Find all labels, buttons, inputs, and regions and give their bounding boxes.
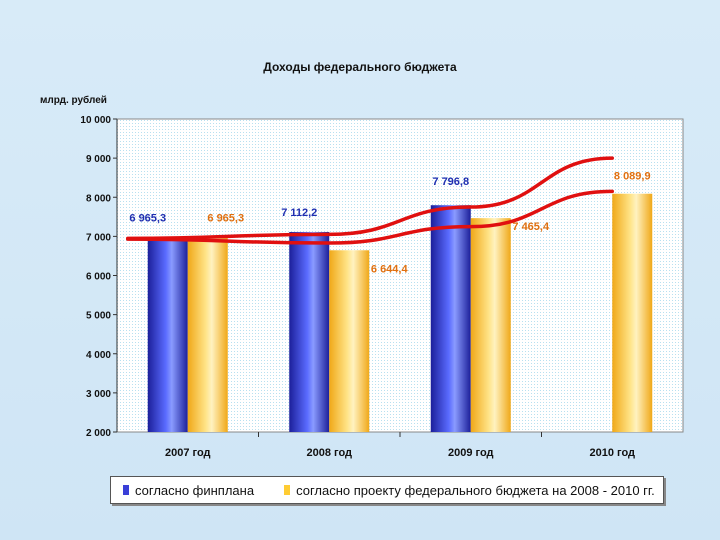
bar-budget-project: [329, 250, 370, 432]
trend-line-lower: [126, 189, 614, 245]
bar-finplan: [430, 205, 471, 432]
x-tick-label: 2007 год: [165, 447, 211, 459]
bar-budget-project: [470, 218, 511, 432]
y-tick-label: 8 000: [86, 193, 111, 204]
data-label-finplan: 7 112,2: [281, 207, 317, 219]
y-tick-label: 10 000: [80, 115, 111, 126]
y-tick-label: 6 000: [86, 272, 111, 283]
trend-line-upper: [126, 156, 614, 241]
x-tick-label: 2008 год: [306, 447, 352, 459]
y-tick-label: 9 000: [86, 154, 111, 165]
y-tick-label: 3 000: [86, 389, 111, 400]
bar-budget-project: [187, 237, 228, 432]
y-tick-label: 7 000: [86, 232, 111, 243]
y-tick-label: 5 000: [86, 311, 111, 322]
bar-budget-project: [612, 193, 653, 432]
y-axis-unit-label: млрд. рублей: [40, 95, 107, 106]
data-label-finplan: 6 965,3: [129, 213, 166, 225]
data-label-budget-project: 7 465,4: [512, 221, 550, 233]
data-label-finplan: 7 796,8: [432, 176, 469, 188]
data-label-budget-project: 6 644,4: [371, 263, 409, 275]
x-tick-label: 2009 год: [448, 447, 494, 459]
x-tick-label: 2010 год: [589, 447, 635, 459]
data-label-budget-project: 8 089,9: [614, 171, 651, 183]
chart-title: Доходы федерального бюджета: [263, 60, 457, 74]
chart-legend: согласно финплана согласно проекту федер…: [110, 476, 664, 504]
data-label-budget-project: 6 965,3: [207, 213, 244, 225]
bar-finplan: [147, 237, 188, 432]
legend-label-finplan: согласно финплана: [135, 482, 255, 498]
bar-finplan: [289, 231, 330, 432]
legend-swatch-yellow: [284, 485, 291, 495]
legend-swatch-blue: [123, 485, 129, 495]
legend-label-budget-project: согласно проекту федерального бюджета на…: [296, 482, 655, 498]
legend-item-finplan: согласно финплана: [123, 483, 254, 498]
legend-item-budget-project: согласно проекту федерального бюджета на…: [284, 483, 655, 498]
y-tick-label: 4 000: [86, 350, 111, 361]
y-tick-label: 2 000: [86, 428, 111, 439]
